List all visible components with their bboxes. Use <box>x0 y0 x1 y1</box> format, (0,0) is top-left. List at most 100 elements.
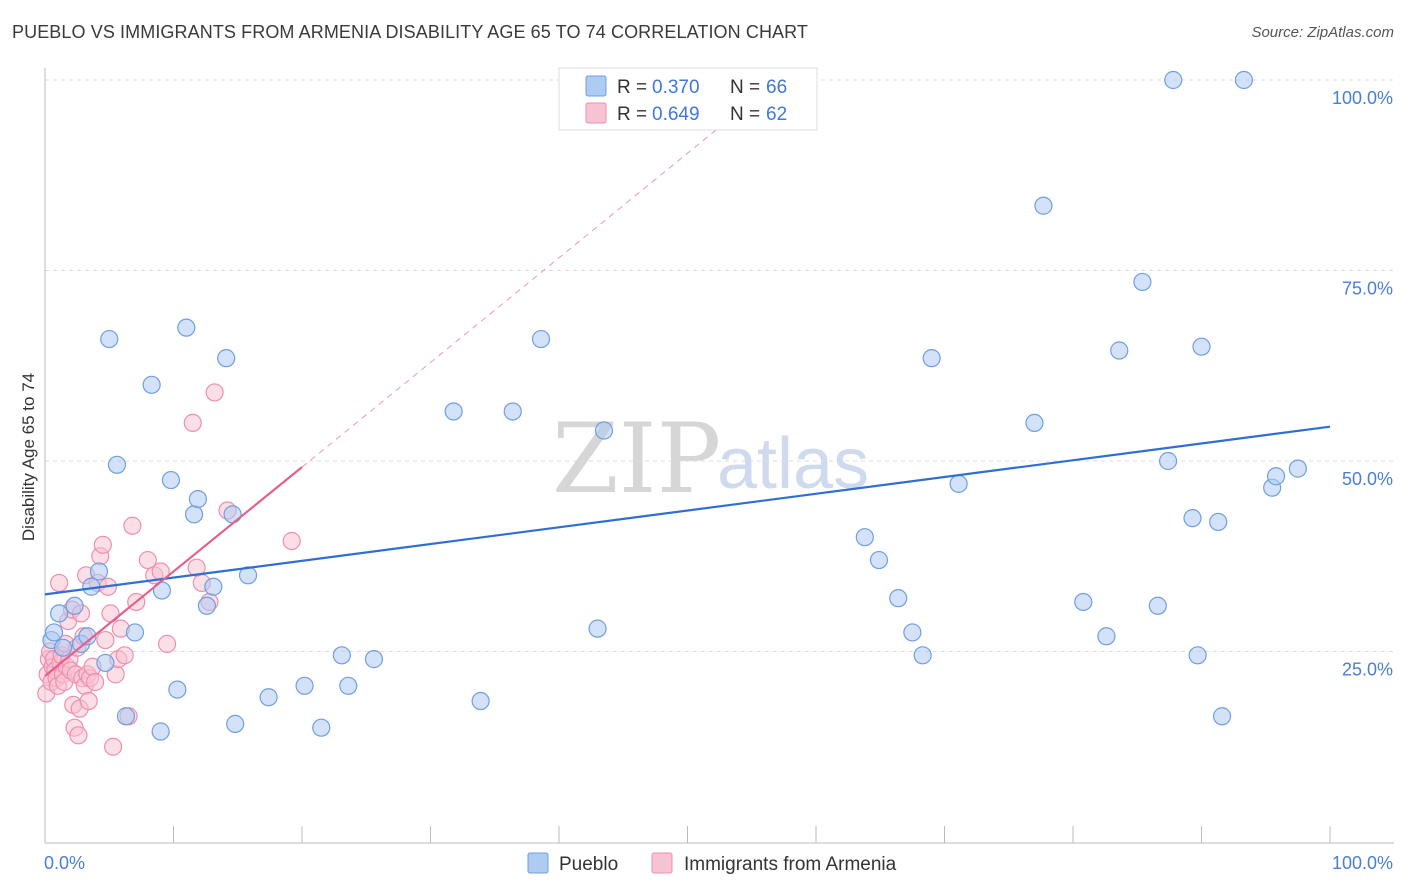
y-tick-label-0: 25.0% <box>1342 660 1393 680</box>
point-armenia-61 <box>282 531 301 551</box>
point-pueblo-13 <box>125 623 145 642</box>
point-pueblo-29 <box>295 676 314 695</box>
point-pueblo-28 <box>259 688 278 707</box>
point-pueblo-19 <box>177 318 196 337</box>
point-pueblo-59 <box>1192 337 1211 356</box>
point-armenia-51 <box>138 550 157 570</box>
legend-pueblo-r-label: R = <box>617 77 647 98</box>
watermark: ZIP atlas <box>552 403 869 515</box>
y-tick-label-1: 50.0% <box>1342 469 1393 489</box>
legend-swatch-pueblo <box>585 75 607 97</box>
point-pueblo-60 <box>1209 512 1228 532</box>
point-pueblo-15 <box>151 722 170 741</box>
legend-pueblo-n: 66 <box>766 77 787 98</box>
point-pueblo-34 <box>444 402 463 421</box>
y-tick-label-2: 75.0% <box>1342 279 1393 299</box>
point-pueblo-51 <box>1097 627 1116 646</box>
point-pueblo-10 <box>100 329 119 349</box>
point-pueblo-1 <box>44 623 64 642</box>
legend-armenia-r: 0.649 <box>652 104 700 125</box>
point-pueblo-35 <box>471 691 490 711</box>
point-armenia-10 <box>50 573 69 593</box>
point-armenia-47 <box>115 646 134 665</box>
point-armenia-54 <box>157 634 177 653</box>
point-pueblo-38 <box>588 619 607 638</box>
point-armenia-59 <box>205 383 224 402</box>
point-pueblo-44 <box>903 623 922 642</box>
point-pueblo-50 <box>1074 592 1093 612</box>
point-armenia-25 <box>69 726 88 745</box>
series-pueblo <box>42 70 1307 741</box>
bottom-legend-swatch-armenia <box>651 852 673 874</box>
point-pueblo-55 <box>1158 451 1178 471</box>
point-pueblo-37 <box>531 329 551 349</box>
trend-line-armenia-extrapolated <box>301 79 778 468</box>
point-pueblo-4 <box>65 596 84 615</box>
point-pueblo-47 <box>949 474 968 493</box>
point-pueblo-17 <box>161 470 181 490</box>
point-armenia-49 <box>123 516 142 535</box>
point-pueblo-43 <box>889 589 908 608</box>
trend-line-pueblo <box>44 425 1331 596</box>
point-armenia-43 <box>104 737 123 756</box>
point-armenia-39 <box>93 535 112 554</box>
point-armenia-40 <box>96 630 115 650</box>
source-label: Source: ZipAtlas.com <box>1251 24 1394 41</box>
point-pueblo-46 <box>922 349 941 368</box>
point-pueblo-57 <box>1183 509 1202 528</box>
legend-armenia-n: 62 <box>766 104 787 125</box>
point-pueblo-45 <box>913 646 932 665</box>
point-pueblo-12 <box>116 707 136 726</box>
legend-armenia-n-label: N = <box>730 104 760 125</box>
point-pueblo-62 <box>1234 70 1254 90</box>
point-pueblo-25 <box>223 505 242 524</box>
point-pueblo-49 <box>1034 196 1053 215</box>
point-pueblo-11 <box>107 455 127 474</box>
point-pueblo-3 <box>53 638 73 657</box>
point-armenia-33 <box>79 691 98 711</box>
point-armenia-55 <box>183 413 202 432</box>
x-tick-label-1: 100.0% <box>1332 853 1393 873</box>
point-pueblo-36 <box>503 402 522 421</box>
point-pueblo-39 <box>594 421 614 440</box>
trend-lines <box>44 79 1331 677</box>
point-pueblo-31 <box>332 646 351 665</box>
axes <box>44 68 1394 844</box>
bottom-legend-swatch-pueblo <box>527 852 549 874</box>
point-pueblo-58 <box>1188 646 1207 665</box>
point-pueblo-61 <box>1212 707 1232 726</box>
point-pueblo-24 <box>217 349 236 368</box>
point-pueblo-26 <box>226 714 245 733</box>
point-pueblo-8 <box>89 562 109 581</box>
point-armenia-36 <box>86 672 105 692</box>
legend-armenia-r-label: R = <box>617 104 647 125</box>
y-tick-label-3: 100.0% <box>1332 88 1393 108</box>
point-pueblo-23 <box>204 577 223 596</box>
tick-labels: 25.0% 50.0% 75.0% 100.0% 0.0% 100.0% <box>44 88 1393 873</box>
legend: R = 0.370 N = 66 R = 0.649 N = 62 <box>558 67 818 131</box>
point-pueblo-41 <box>855 528 874 547</box>
legend-pueblo-r: 0.370 <box>652 77 700 98</box>
legend-swatch-armenia <box>585 102 607 124</box>
watermark-atlas: atlas <box>717 424 869 504</box>
point-pueblo-64 <box>1266 467 1286 486</box>
point-pueblo-2 <box>50 604 69 623</box>
bottom-legend: Pueblo Immigrants from Armenia <box>527 852 897 875</box>
point-armenia-42 <box>101 604 120 623</box>
bottom-legend-pueblo: Pueblo <box>559 854 618 875</box>
point-pueblo-56 <box>1164 70 1183 90</box>
point-pueblo-52 <box>1110 341 1129 360</box>
point-pueblo-6 <box>78 627 97 646</box>
point-pueblo-18 <box>168 680 187 699</box>
point-pueblo-42 <box>869 550 889 570</box>
y-axis-label: Disability Age 65 to 74 <box>19 373 38 541</box>
trend-line-armenia <box>44 466 303 677</box>
point-pueblo-65 <box>1288 459 1307 478</box>
point-pueblo-21 <box>188 490 208 509</box>
watermark-zip: ZIP <box>552 403 721 515</box>
point-pueblo-22 <box>197 596 217 615</box>
bottom-legend-armenia: Immigrants from Armenia <box>684 854 897 875</box>
point-pueblo-33 <box>364 650 384 669</box>
point-pueblo-14 <box>142 375 161 394</box>
